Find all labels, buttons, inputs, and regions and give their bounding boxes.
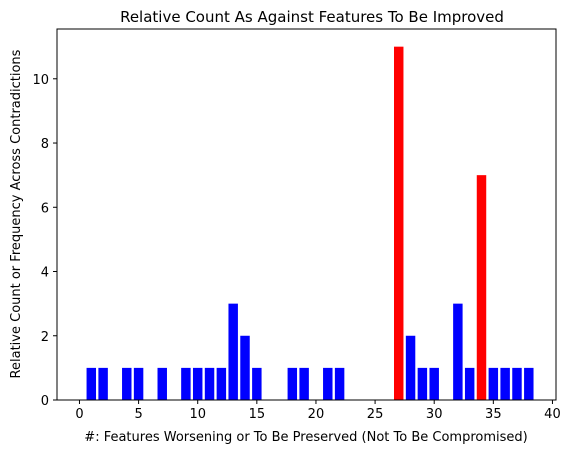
y-tick-label: 8 (41, 137, 49, 152)
bar-27 (394, 46, 404, 401)
bar-19 (299, 367, 309, 400)
bar-36 (500, 367, 510, 400)
x-tick-label: 20 (308, 407, 325, 422)
x-tick-label: 10 (189, 407, 206, 422)
bar-4 (122, 367, 132, 400)
bar-34 (476, 175, 487, 400)
x-axis-label: #: Features Worsening or To Be Preserved… (84, 430, 527, 445)
bar-22 (334, 367, 345, 400)
bar-21 (323, 367, 333, 400)
bar-14 (240, 335, 250, 400)
bar-11 (204, 367, 215, 400)
chart-title: Relative Count As Against Features To Be… (120, 8, 504, 26)
bar-13 (228, 303, 238, 400)
bar-30 (429, 367, 439, 400)
x-tick-label: 35 (485, 407, 502, 422)
bar-38 (524, 367, 534, 400)
bar-37 (512, 367, 522, 400)
bar-1 (86, 367, 97, 400)
x-tick-label: 15 (249, 407, 266, 422)
bar-2 (98, 367, 108, 400)
x-axis-ticks: 0 5 10 15 20 25 30 35 40 (75, 400, 561, 422)
bar-15 (252, 367, 262, 400)
y-tick-label: 6 (41, 201, 49, 216)
y-tick-label: 10 (32, 73, 49, 88)
bar-35 (488, 367, 499, 400)
bar-33 (464, 367, 475, 400)
bar-9 (181, 367, 191, 400)
y-axis-ticks: 0 2 4 6 8 10 (32, 73, 57, 409)
x-tick-label: 0 (75, 407, 83, 422)
y-tick-label: 0 (41, 394, 49, 409)
bar-12 (216, 367, 227, 400)
bar-32 (453, 303, 463, 400)
x-tick-label: 5 (134, 407, 142, 422)
x-tick-label: 25 (367, 407, 384, 422)
bar-5 (133, 367, 144, 400)
y-tick-label: 4 (41, 266, 49, 281)
bar-18 (287, 367, 298, 400)
bar-7 (157, 367, 167, 400)
y-axis-label: Relative Count or Frequency Across Contr… (9, 49, 24, 378)
x-tick-label: 40 (544, 407, 561, 422)
bar-28 (405, 335, 416, 400)
bar-10 (192, 367, 203, 400)
bars-group (86, 46, 534, 401)
y-tick-label: 2 (41, 330, 49, 345)
plot-frame (56, 28, 557, 401)
x-tick-label: 30 (426, 407, 443, 422)
bar-29 (417, 367, 428, 400)
